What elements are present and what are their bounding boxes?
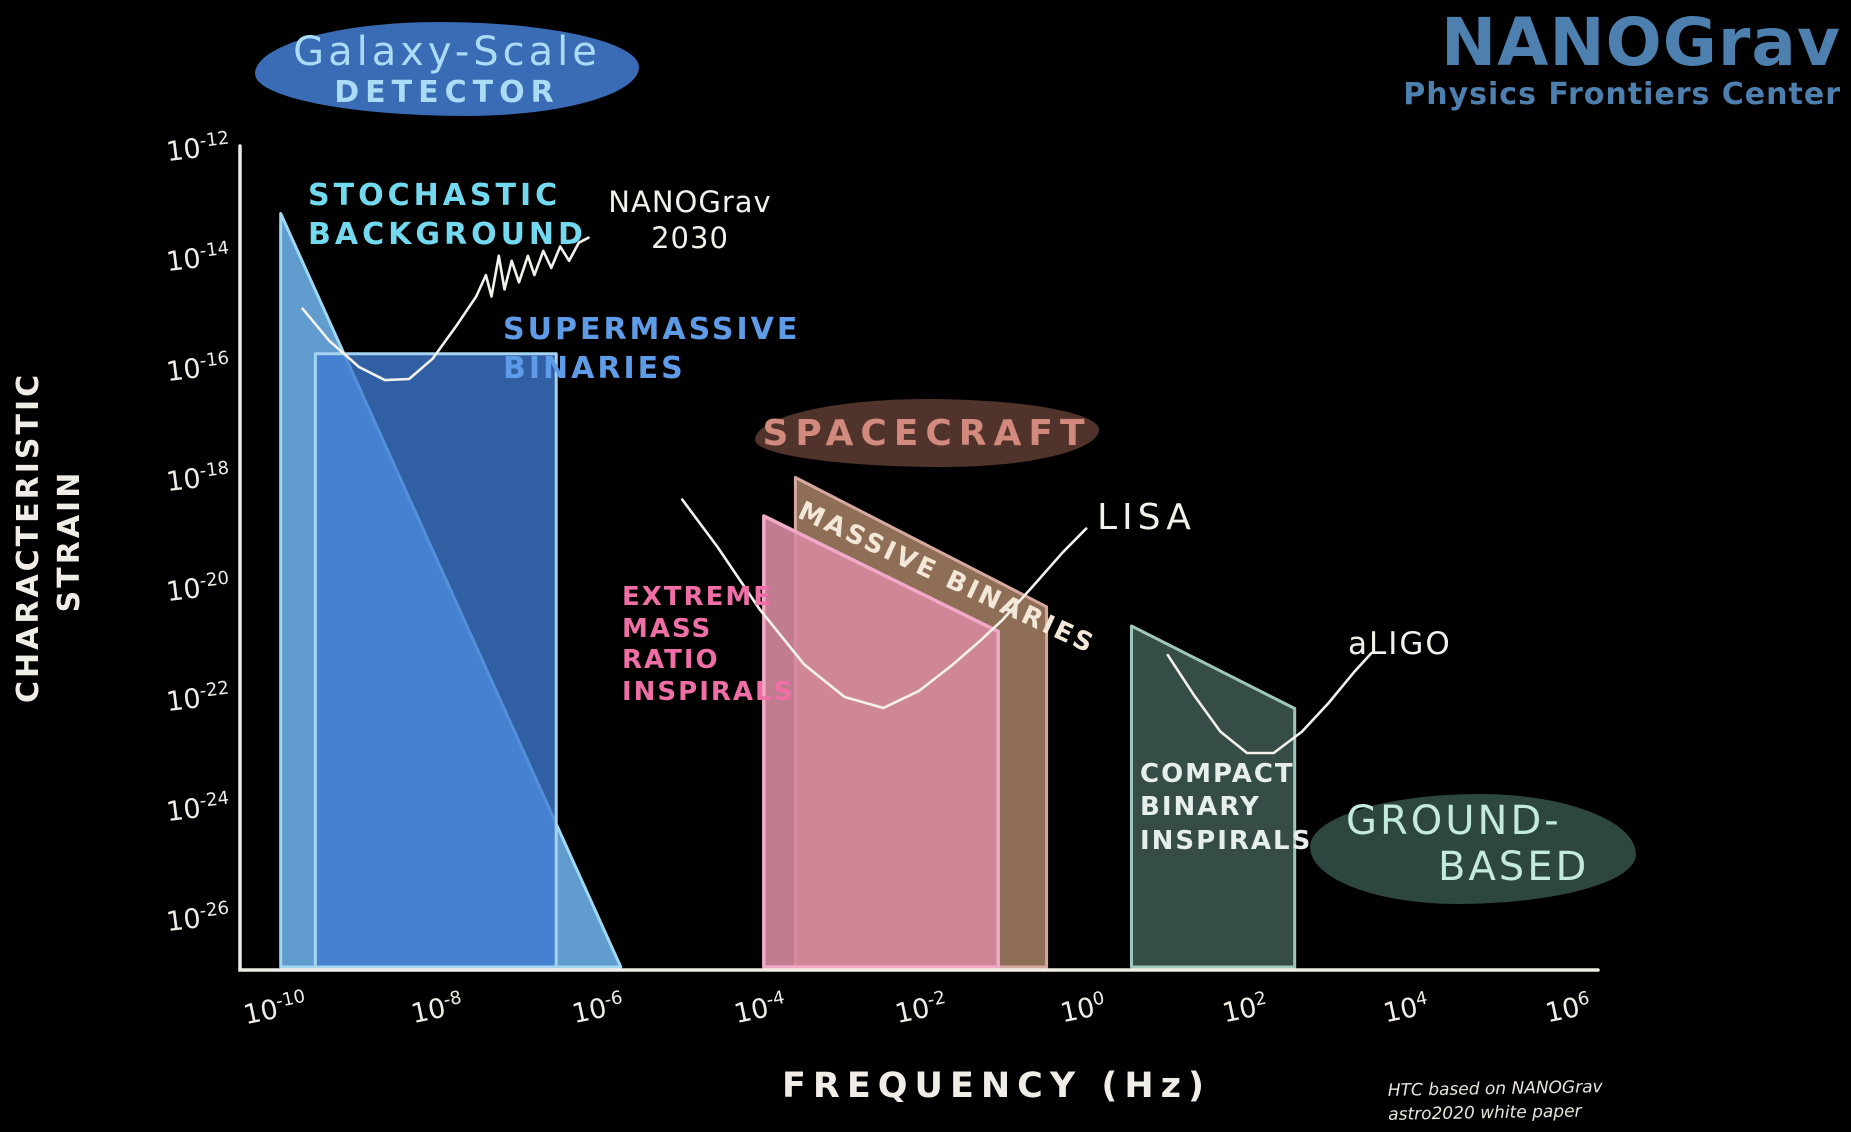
spacecraft-highlight: SPACECRAFT [755, 399, 1099, 467]
x-axis-title: FREQUENCY (Hz) [782, 1066, 1212, 1106]
lisa-label: LISA [1097, 497, 1196, 538]
ground-based-highlight: GROUND- BASED [1310, 794, 1636, 904]
region-compact-binary-inspirals [1130, 624, 1297, 969]
curve-nanograv-2030 [301, 236, 590, 382]
region-extreme-mass-ratio-inspirals [762, 514, 1000, 969]
nanograv-logo: NANOGrav Physics Frontiers Center [1403, 4, 1841, 113]
compact-binary-inspirals-label: COMPACT BINARY INSPIRALS [1140, 759, 1313, 856]
ground-based-label-line1: GROUND- [1346, 798, 1562, 844]
y-axis-title: CHARACTERISTIC STRAIN [11, 371, 87, 703]
galaxy-scale-label: Galaxy-Scale [293, 28, 601, 75]
region-supermassive-binaries [313, 352, 558, 969]
axis-lines [238, 144, 1600, 972]
nanograv-logo-subtitle: Physics Frontiers Center [1403, 77, 1841, 113]
spacecraft-label: SPACECRAFT [762, 412, 1092, 454]
nanograv-logo-title: NANOGrav [1441, 4, 1841, 81]
stochastic-background-label: STOCHASTIC BACKGROUND [308, 178, 587, 252]
supermassive-binaries-label: SUPERMASSIVE BINARIES [503, 312, 801, 386]
credit-note: HTC based on NANOGrav astro2020 white pa… [1387, 1077, 1603, 1125]
curve-aligo [1166, 651, 1373, 755]
galaxy-scale-detector-highlight: Galaxy-Scale DETECTOR [255, 22, 639, 116]
aligo-label: aLIGO [1348, 626, 1452, 662]
ground-based-label-line2: BASED [1438, 844, 1590, 890]
extreme-mass-ratio-inspirals-label: EXTREME MASS RATIO INSPIRALS [622, 582, 795, 708]
detector-label: DETECTOR [334, 74, 560, 110]
curve-lisa [680, 498, 1088, 710]
nanograv-2030-label: NANOGrav 2030 [608, 185, 772, 256]
